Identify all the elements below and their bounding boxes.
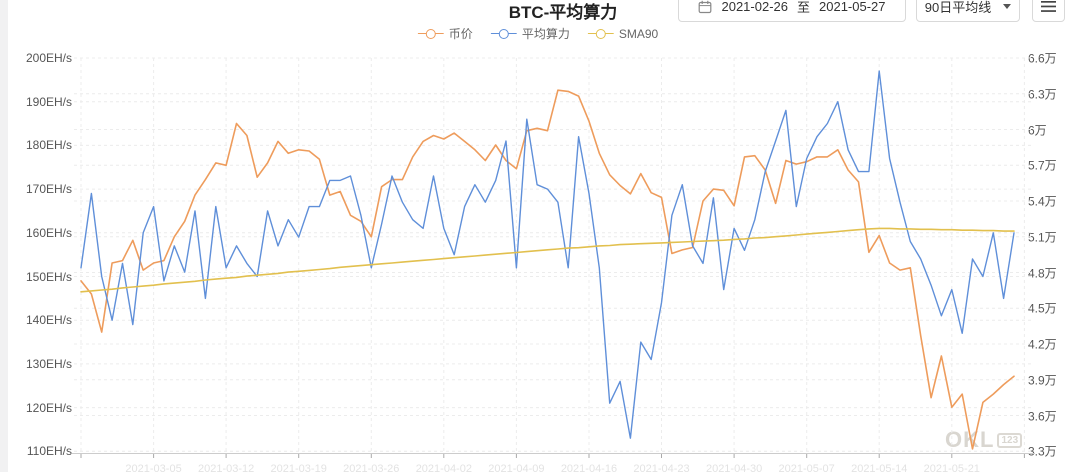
x-axis-label: 2021-03-19	[270, 463, 327, 472]
left-axis-label: 110EH/s	[26, 444, 72, 459]
series-line-平均算力	[80, 70, 1015, 439]
left-axis-label: 120EH/s	[25, 400, 72, 415]
series-line-币价	[80, 89, 1015, 450]
right-axis-label: 3.3万	[1028, 444, 1057, 459]
x-axis-label: 2021-04-23	[633, 463, 690, 472]
x-axis-label: 2021-05-21	[923, 463, 980, 472]
page-left-strip	[0, 0, 8, 472]
date-separator: 至	[796, 0, 810, 15]
legend-marker-hashrate	[490, 28, 517, 40]
left-axis-label: 170EH/s	[25, 182, 72, 197]
x-axis-label: 2021-04-09	[488, 463, 545, 472]
right-axis-label: 3.6万	[1028, 409, 1057, 424]
x-axis-label: 2021-04-16	[560, 463, 618, 472]
legend: 币价 平均算力 SMA90	[417, 25, 659, 42]
left-axis-label: 180EH/s	[25, 138, 72, 153]
legend-label: 币价	[448, 27, 473, 41]
calendar-icon	[698, 0, 712, 14]
x-axis-label: 2021-04-30	[705, 463, 763, 472]
ma-select-value: 90日平均线	[924, 0, 992, 15]
right-axis-label: 4.5万	[1028, 301, 1057, 316]
x-axis-label: 2021-03-26	[343, 463, 400, 472]
left-axis-label: 160EH/s	[25, 225, 72, 240]
x-axis-label: 2021-03-12	[197, 463, 255, 472]
legend-item-hashrate[interactable]: 平均算力	[490, 25, 570, 42]
date-end[interactable]: 2021-05-27	[819, 0, 886, 14]
x-axis-label: 2021-03-05	[125, 463, 182, 472]
left-axis-label: 130EH/s	[25, 356, 72, 371]
left-axis-label: 140EH/s	[25, 313, 72, 328]
right-axis-label: 6.6万	[1028, 51, 1057, 66]
left-axis-label: 190EH/s	[25, 94, 72, 109]
right-axis-label: 3.9万	[1028, 373, 1057, 388]
chart-menu-button[interactable]	[1032, 0, 1065, 22]
legend-label: 平均算力	[521, 27, 570, 41]
right-axis-label: 4.8万	[1028, 266, 1057, 281]
legend-label: SMA90	[618, 26, 659, 41]
series-line-SMA90	[80, 227, 1015, 293]
legend-marker-price	[417, 28, 444, 40]
hamburger-icon	[1041, 1, 1056, 12]
left-axis-label: 150EH/s	[25, 269, 72, 284]
watermark-badge: 123	[997, 432, 1023, 448]
legend-item-sma90[interactable]: SMA90	[587, 26, 659, 41]
x-axis-label: 2021-05-14	[851, 463, 908, 472]
legend-item-price[interactable]: 币价	[417, 25, 473, 42]
legend-marker-sma90	[587, 28, 614, 40]
ma-select[interactable]: 90日平均线	[916, 0, 1020, 22]
x-axis-label: 2021-05-07	[778, 463, 835, 472]
page-title: BTC-平均算力	[508, 3, 618, 22]
right-axis-label: 5.7万	[1028, 158, 1057, 173]
right-axis-label: 6.3万	[1028, 87, 1057, 102]
right-axis-label: 4.2万	[1028, 337, 1057, 352]
date-start[interactable]: 2021-02-26	[721, 0, 788, 14]
date-range-picker[interactable]: 2021-02-26 至 2021-05-27	[678, 0, 906, 22]
right-axis-label: 5.4万	[1028, 194, 1057, 209]
right-axis-label: 6万	[1028, 123, 1047, 137]
right-axis-label: 5.1万	[1028, 230, 1057, 245]
x-axis-label: 2021-04-02	[415, 463, 472, 472]
left-axis-label: 200EH/s	[25, 51, 72, 65]
chevron-down-icon	[1003, 4, 1012, 9]
